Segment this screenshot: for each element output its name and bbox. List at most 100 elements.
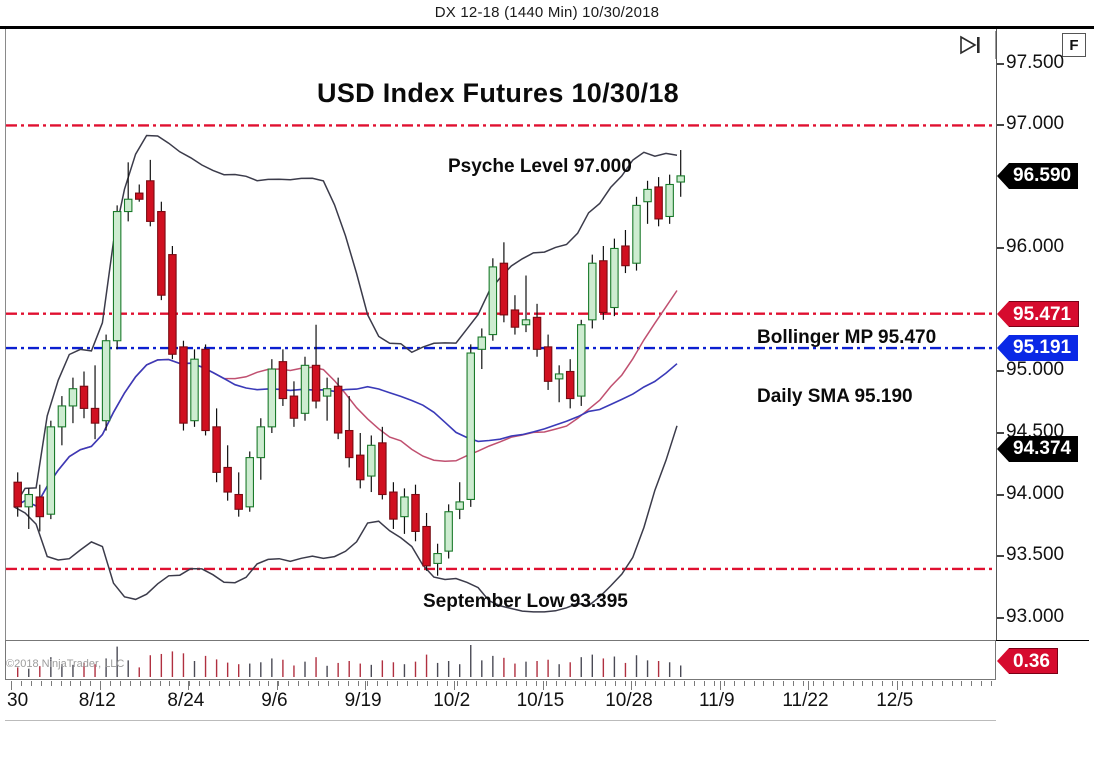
time-minor-tick	[763, 681, 765, 686]
time-minor-tick	[258, 681, 260, 686]
time-major-tick	[276, 681, 278, 690]
price-tick-label: 97.500	[1006, 51, 1065, 73]
time-axis-label: 30	[7, 690, 29, 711]
time-minor-tick	[80, 681, 82, 686]
time-minor-tick	[723, 681, 725, 686]
time-minor-tick	[20, 681, 22, 686]
time-minor-tick	[555, 681, 557, 686]
time-minor-tick	[506, 681, 507, 686]
time-minor-tick	[486, 681, 488, 686]
time-minor-tick	[367, 681, 369, 686]
instrument-title: DX 12-18 (1440 Min) 10/30/2018	[434, 4, 660, 21]
time-minor-tick	[317, 681, 319, 686]
time-minor-tick	[545, 681, 547, 686]
time-minor-tick	[694, 681, 696, 686]
volume-pane[interactable]	[6, 641, 996, 679]
chart-title: USD Index Futures 10/30/18	[317, 78, 679, 108]
time-minor-tick	[911, 681, 913, 686]
time-major-tick	[631, 681, 633, 690]
time-minor-tick	[892, 681, 894, 686]
price-tick-label: 94.000	[1006, 482, 1065, 504]
time-minor-tick	[614, 681, 616, 686]
header-divider	[0, 26, 1094, 29]
price-axis[interactable]: 97.500 97.000 96.000 95.000 94.500 94.000 93.5…	[997, 30, 1094, 640]
time-minor-tick	[100, 681, 102, 686]
time-minor-tick	[664, 681, 666, 686]
annotation-daily-sma: Daily SMA 95.190	[757, 386, 913, 407]
time-axis-label: 8/24	[167, 690, 205, 711]
time-minor-tick	[308, 681, 309, 686]
time-minor-tick	[298, 681, 300, 686]
price-plot[interactable]	[6, 30, 996, 639]
time-minor-tick	[129, 681, 131, 686]
time-minor-tick	[50, 681, 52, 686]
price-tick-label: 93.500	[1006, 544, 1065, 566]
tag-arrow	[997, 648, 1009, 674]
time-minor-tick	[961, 681, 963, 686]
time-minor-tick	[803, 681, 804, 686]
time-minor-tick	[40, 681, 42, 686]
time-minor-tick	[159, 681, 161, 686]
time-major-tick	[897, 681, 898, 690]
time-major-tick	[11, 681, 12, 690]
time-minor-tick	[872, 681, 874, 686]
time-minor-tick	[139, 681, 141, 686]
time-minor-tick	[327, 681, 329, 686]
time-minor-tick	[30, 681, 32, 686]
time-minor-tick	[119, 681, 121, 686]
time-major-tick	[365, 681, 367, 690]
time-minor-tick	[535, 681, 537, 686]
tick-mark	[997, 370, 1004, 373]
annotation-psyche-level: Psyche Level 97.000	[448, 156, 632, 177]
time-minor-tick	[70, 681, 72, 686]
time-minor-tick	[634, 681, 636, 686]
time-minor-tick	[169, 681, 171, 686]
time-minor-tick	[476, 681, 478, 686]
time-minor-tick	[991, 681, 993, 686]
time-major-tick	[188, 681, 190, 690]
time-major-tick	[454, 681, 455, 690]
time-axis-label: 11/9	[699, 690, 735, 711]
time-minor-tick	[397, 681, 399, 686]
time-minor-tick	[684, 681, 686, 686]
time-major-tick	[719, 681, 721, 690]
time-minor-tick	[278, 681, 280, 686]
time-minor-tick	[921, 681, 923, 686]
price-axis-divider	[996, 29, 997, 640]
time-minor-tick	[674, 681, 676, 686]
time-minor-tick	[337, 681, 339, 686]
time-minor-tick	[852, 681, 854, 686]
time-minor-tick	[387, 681, 389, 686]
time-minor-tick	[248, 681, 250, 686]
time-minor-tick	[199, 681, 201, 686]
time-minor-tick	[189, 681, 191, 686]
time-minor-tick	[377, 681, 379, 686]
tag-label: 96.590	[1009, 162, 1079, 189]
time-axis-label: 9/19	[344, 690, 382, 711]
time-minor-tick	[743, 681, 745, 686]
tick-mark	[997, 247, 1004, 250]
time-minor-tick	[565, 681, 567, 686]
time-minor-tick	[812, 681, 814, 686]
time-minor-tick	[288, 681, 290, 686]
time-minor-tick	[407, 681, 408, 686]
skip-to-end-icon[interactable]	[955, 33, 989, 57]
time-major-tick	[99, 681, 101, 690]
time-minor-tick	[951, 681, 953, 686]
time-minor-tick	[882, 681, 884, 686]
time-axis[interactable]: 30 8/12 8/24 9/6 9/19 10/2 10/15 10/28 11/9 11/22…	[5, 681, 996, 721]
time-minor-tick	[446, 681, 448, 686]
time-minor-tick	[793, 681, 795, 686]
f-button[interactable]: F	[1062, 33, 1086, 57]
price-tick-label: 95.000	[1006, 359, 1065, 381]
volume-tag-label: 0.36	[1009, 648, 1058, 674]
time-minor-tick	[110, 681, 111, 686]
time-minor-tick	[466, 681, 468, 686]
toolbar-divider	[995, 31, 996, 59]
time-minor-tick	[60, 681, 62, 686]
annotation-september-low: September Low 93.395	[423, 591, 628, 612]
time-minor-tick	[525, 681, 527, 686]
chart-frame	[5, 29, 1089, 640]
watermark: ©2018 NinjaTrader, LLC	[6, 658, 125, 670]
